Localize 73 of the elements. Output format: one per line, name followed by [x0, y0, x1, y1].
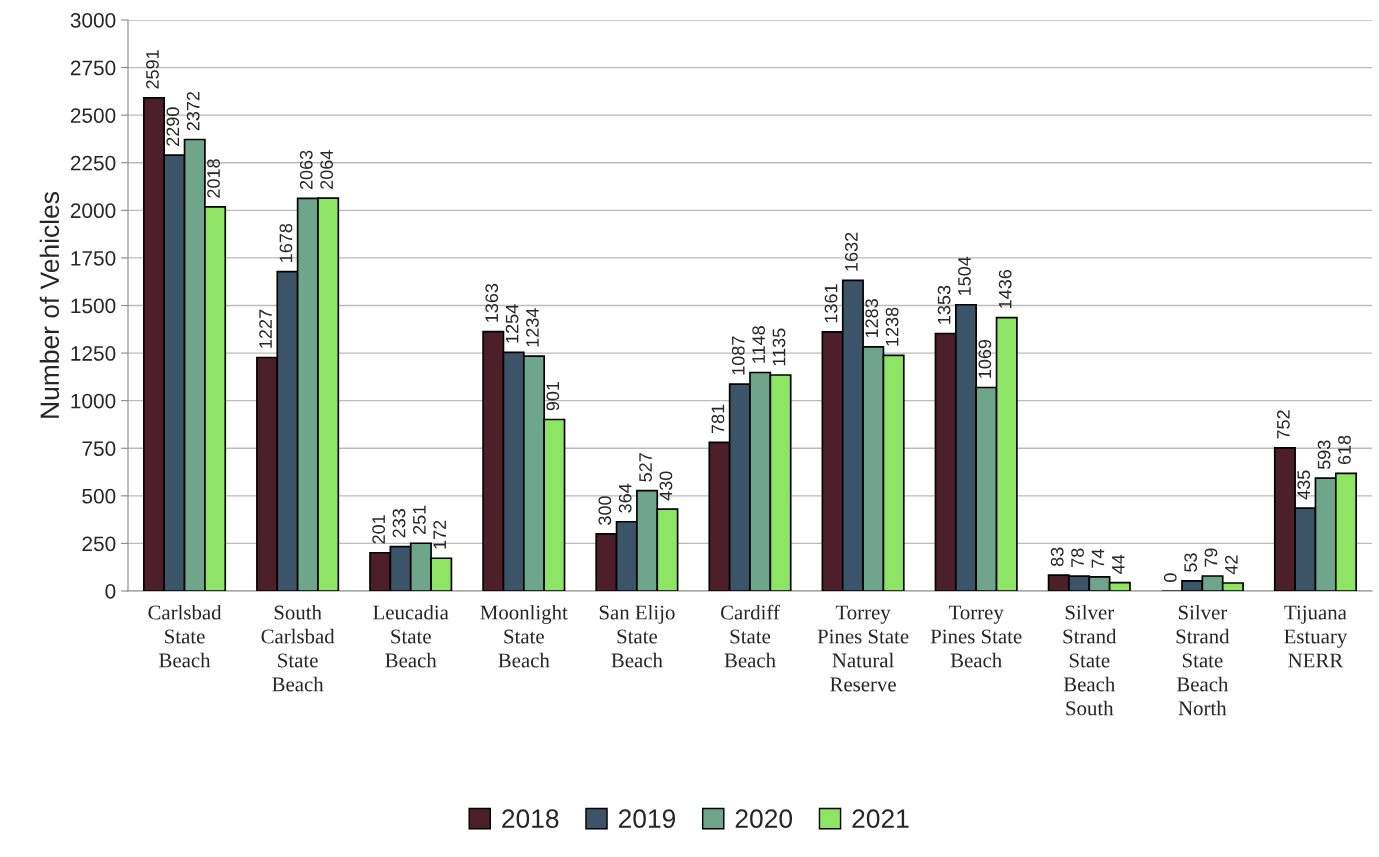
data-label: 251 — [412, 505, 426, 534]
y-tick-label: 250 — [82, 536, 116, 552]
legend-label: 2019 — [618, 809, 676, 829]
x-tick-label: Cardiff State Beach — [720, 604, 780, 668]
y-tick-label: 3000 — [70, 13, 116, 28]
x-tick-label: Torrey Pines State Natural Reserve — [817, 605, 909, 692]
legend-label: 2021 — [852, 809, 909, 829]
data-label: 74 — [1091, 549, 1105, 568]
data-label: 1238 — [885, 307, 899, 346]
data-label: 1504 — [958, 256, 971, 296]
data-label: 781 — [711, 404, 725, 434]
data-label: 53 — [1184, 553, 1198, 572]
y-tick-label: 1500 — [71, 298, 116, 314]
data-label: 78 — [1071, 548, 1084, 567]
data-label: 83 — [1050, 547, 1064, 567]
data-label: 1678 — [279, 223, 293, 262]
y-tick-label: 2500 — [70, 108, 116, 123]
data-label: 1353 — [937, 285, 951, 324]
data-label: 901 — [546, 381, 560, 411]
data-label: 1632 — [844, 232, 858, 271]
x-tick-label: Torrey Pines State Beach — [930, 605, 1022, 668]
y-tick-label: 0 — [105, 584, 116, 599]
y-tick-label: 750 — [82, 441, 116, 456]
data-label: 1069 — [978, 339, 992, 378]
data-label: 0 — [1163, 573, 1177, 582]
data-label: 1234 — [526, 308, 539, 347]
x-tick-label: Silver Strand State Beach South — [1063, 604, 1117, 716]
y-tick-label: 2750 — [70, 60, 116, 76]
data-label: 1135 — [772, 328, 786, 366]
data-label: 527 — [639, 453, 652, 482]
data-label: 1363 — [485, 283, 499, 322]
y-tick-label: 500 — [82, 488, 116, 504]
data-label: 1227 — [259, 309, 272, 348]
data-label: 1087 — [731, 336, 745, 375]
legend-label: 2018 — [502, 809, 559, 829]
data-label: 233 — [392, 508, 406, 538]
data-label: 430 — [659, 471, 673, 501]
x-tick-label: San Elijo State Beach — [599, 604, 675, 668]
x-tick-label: Carlsbad State Beach — [148, 604, 222, 668]
data-label: 201 — [372, 515, 386, 544]
y-tick-label: 2000 — [70, 203, 116, 219]
y-tick-label: 1250 — [71, 346, 116, 361]
data-label: 2372 — [186, 91, 200, 131]
data-label: 2018 — [207, 159, 220, 198]
y-tick-label: 1000 — [71, 393, 116, 409]
y-tick-label: 2250 — [70, 155, 116, 171]
data-label: 2063 — [299, 150, 313, 190]
legend-label: 2020 — [735, 809, 793, 829]
data-label: 593 — [1317, 440, 1331, 470]
data-label: 364 — [618, 483, 632, 513]
x-tick-label: Silver Strand State Beach North — [1176, 604, 1230, 716]
data-label: 42 — [1224, 555, 1238, 575]
x-tick-label: Leucadia State Beach — [373, 604, 449, 668]
data-label: 79 — [1204, 548, 1218, 567]
data-label: 1361 — [824, 284, 838, 323]
data-label: 752 — [1276, 410, 1290, 439]
x-tick-label: South Carlsbad State Beach — [261, 604, 335, 692]
data-label: 2064 — [320, 150, 334, 189]
data-label: 1283 — [865, 299, 879, 338]
data-label: 2591 — [146, 50, 159, 89]
data-label: 618 — [1338, 435, 1351, 465]
data-label: 1254 — [505, 304, 519, 343]
x-tick-label: Tijuana Estuary NERR — [1284, 605, 1348, 668]
data-label: 44 — [1112, 554, 1125, 574]
data-label: 435 — [1297, 470, 1311, 500]
data-label: 300 — [598, 496, 612, 525]
data-label: 1148 — [752, 326, 766, 363]
data-label: 1436 — [998, 269, 1012, 308]
y-tick-label: 1750 — [71, 250, 116, 266]
x-tick-label: Moonlight State Beach — [480, 604, 568, 668]
data-label: 2290 — [166, 107, 180, 146]
data-label: 172 — [433, 520, 446, 549]
y-axis-title: Number of Vehicles — [39, 192, 60, 418]
